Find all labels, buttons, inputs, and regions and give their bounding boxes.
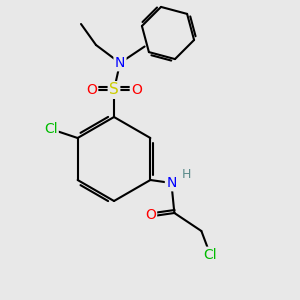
Text: Cl: Cl: [44, 122, 57, 136]
Text: O: O: [131, 83, 142, 97]
Text: S: S: [109, 82, 119, 98]
Text: N: N: [115, 56, 125, 70]
Text: Cl: Cl: [204, 248, 217, 262]
Text: O: O: [86, 83, 97, 97]
Text: O: O: [145, 208, 156, 221]
Text: H: H: [182, 167, 191, 181]
Text: N: N: [166, 176, 177, 190]
